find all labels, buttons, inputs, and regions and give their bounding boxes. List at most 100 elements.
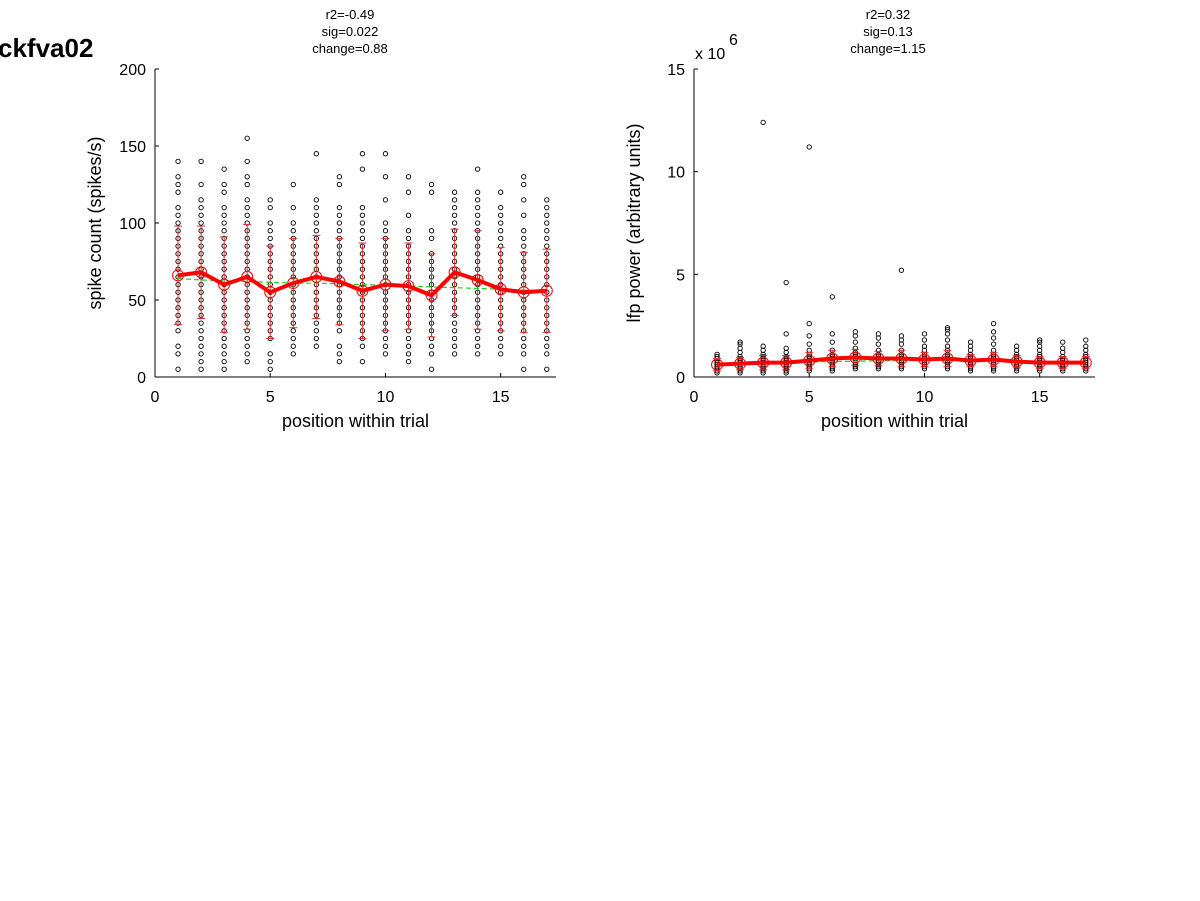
data-point: [544, 366, 550, 372]
data-point: [221, 189, 227, 195]
stat-annotation: change=1.15: [850, 41, 926, 56]
mean-marker: [918, 353, 931, 366]
data-point: [405, 358, 412, 365]
data-point: [428, 189, 435, 195]
data-point: [336, 343, 343, 349]
y-tick-label: 5: [676, 267, 685, 284]
mean-marker: [872, 352, 885, 365]
data-point: [244, 343, 250, 349]
y-axis-label: lfp power (arbitrary units): [624, 123, 644, 322]
data-point: [1060, 345, 1066, 351]
data-point: [783, 345, 789, 351]
data-point: [244, 181, 250, 188]
data-point: [221, 343, 227, 349]
data-point: [336, 181, 343, 188]
data-point: [244, 135, 250, 141]
mean-marker: [356, 284, 369, 297]
data-point: [198, 212, 204, 218]
data-point: [267, 228, 273, 234]
data-point: [521, 243, 527, 249]
mean-marker: [471, 273, 484, 286]
data-point: [382, 228, 389, 234]
mean-marker: [1033, 356, 1046, 369]
data-point: [428, 228, 435, 234]
mean-marker: [1079, 356, 1092, 369]
data-point: [806, 144, 812, 150]
data-point: [544, 204, 550, 211]
stat-annotation: r2=0.32: [866, 7, 910, 22]
mean-marker: [1010, 355, 1023, 368]
data-point: [451, 220, 458, 226]
data-point: [806, 333, 812, 339]
stat-annotation: sig=0.022: [322, 24, 379, 39]
data-point: [290, 181, 296, 188]
data-point: [737, 339, 743, 345]
x-tick-label: 15: [1031, 389, 1049, 406]
data-point: [714, 351, 720, 358]
data-point: [451, 335, 458, 342]
x-axis-label: position within trial: [821, 411, 968, 431]
data-point: [382, 174, 389, 180]
data-point: [990, 341, 997, 347]
y-tick-label: 200: [119, 62, 146, 79]
data-point: [382, 343, 389, 349]
data-point: [313, 228, 319, 234]
data-point: [359, 166, 366, 172]
mean-marker: [517, 286, 530, 299]
mean-marker: [287, 277, 300, 290]
data-point: [474, 197, 481, 203]
data-point: [990, 320, 997, 327]
data-point: [382, 151, 389, 157]
data-point: [359, 151, 366, 157]
data-point: [967, 339, 974, 345]
x-tick-label: 0: [151, 389, 160, 406]
data-point: [498, 228, 504, 234]
data-point: [1037, 339, 1043, 345]
data-point: [521, 212, 527, 218]
data-point: [313, 220, 319, 226]
data-point: [451, 189, 458, 195]
data-point: [852, 329, 858, 335]
data-point: [921, 331, 928, 337]
data-point: [336, 228, 343, 234]
data-point: [783, 331, 789, 337]
data-point: [313, 151, 319, 157]
data-point: [405, 228, 412, 234]
data-point: [451, 328, 458, 334]
data-point: [544, 235, 550, 242]
data-point: [221, 181, 227, 188]
data-point: [405, 189, 412, 195]
mean-marker: [264, 286, 277, 299]
data-point: [498, 189, 504, 195]
data-point: [313, 204, 319, 211]
data-point: [474, 220, 481, 226]
data-point: [428, 351, 435, 357]
y-tick-label: 10: [667, 165, 685, 182]
data-point: [875, 341, 882, 347]
data-point: [336, 174, 343, 180]
mean-marker: [849, 351, 862, 364]
mean-line: [716, 355, 1086, 367]
data-point: [783, 279, 789, 286]
mean-marker: [494, 283, 507, 296]
data-point: [267, 235, 273, 242]
data-point: [175, 343, 181, 349]
mean-marker: [711, 358, 724, 371]
data-point: [428, 366, 435, 372]
data-point: [875, 331, 882, 337]
data-point: [267, 220, 273, 226]
data-point: [198, 328, 204, 334]
data-point: [944, 337, 951, 343]
data-point: [544, 243, 550, 249]
data-point: [198, 351, 204, 357]
data-point: [405, 343, 412, 349]
data-point: [382, 197, 389, 203]
x-tick-label: 5: [266, 389, 275, 406]
data-point: [498, 204, 504, 211]
data-point: [198, 204, 204, 211]
data-point: [244, 204, 250, 211]
data-point: [544, 351, 550, 357]
data-point: [921, 343, 928, 349]
y-tick-label: 0: [137, 370, 146, 387]
